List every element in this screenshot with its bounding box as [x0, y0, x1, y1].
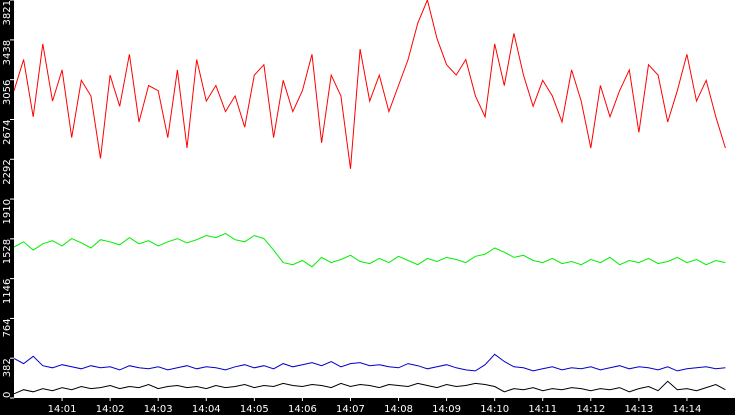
plot-area: [14, 0, 735, 398]
y-tick-label: 2292: [2, 159, 13, 184]
x-tick-label: 14:10: [480, 404, 509, 415]
x-tick-label: 14:08: [384, 404, 413, 415]
series-line: [13, 0, 726, 169]
series-line: [13, 353, 726, 372]
x-tick-label: 14:12: [576, 404, 605, 415]
x-tick-label: 14:03: [144, 404, 173, 415]
x-tick-label: 14:06: [288, 404, 317, 415]
x-tick-label: 14:01: [48, 404, 77, 415]
x-tick-label: 14:14: [673, 404, 702, 415]
y-tick-label: 382: [2, 358, 13, 377]
y-tick-label: 3056: [2, 80, 13, 105]
series-line: [13, 380, 726, 395]
x-tick-label: 14:05: [240, 404, 269, 415]
x-tick-label: 14:11: [528, 404, 557, 415]
y-tick-label: 764: [2, 318, 13, 337]
y-tick-label: 3438: [2, 40, 13, 65]
x-tick-label: 14:04: [192, 404, 221, 415]
x-tick-label: 14:07: [336, 404, 365, 415]
y-tick-label: 3821: [2, 0, 13, 25]
x-tick-label: 14:09: [432, 404, 461, 415]
x-tick-label: 14:13: [624, 404, 653, 415]
y-tick-label: 0: [2, 392, 13, 398]
y-tick-label: 1146: [2, 279, 13, 304]
series-line: [13, 232, 726, 268]
y-tick-label: 1528: [2, 239, 13, 264]
y-tick-label: 2674: [2, 119, 13, 144]
y-tick-label: 1910: [2, 199, 13, 224]
x-tick-label: 14:02: [96, 404, 125, 415]
